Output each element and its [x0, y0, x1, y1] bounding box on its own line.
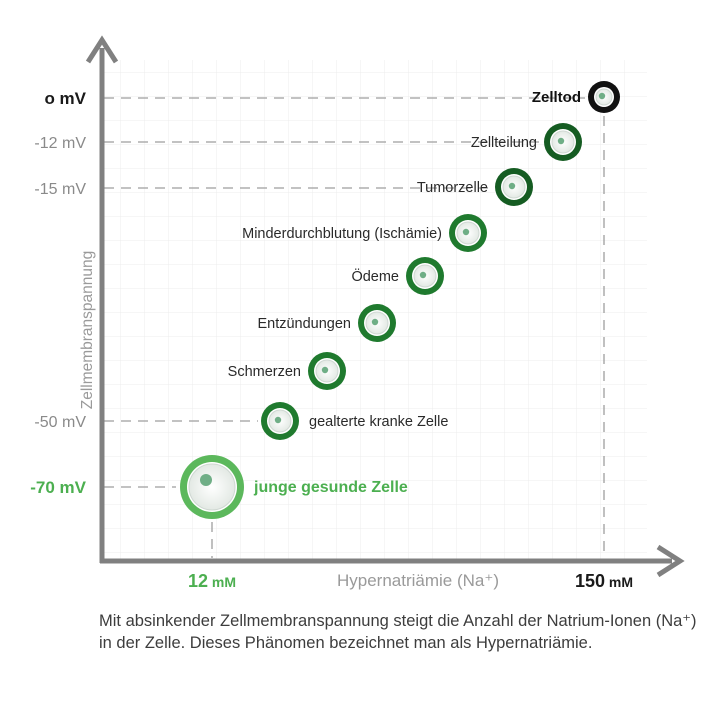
point-label: Zelltod [532, 89, 581, 106]
cell-point: Entzündungen [257, 304, 396, 342]
cell-point: Zelltod [532, 81, 620, 113]
x-axis-label: Hypernatriämie (Na⁺) [337, 571, 499, 590]
x-tick-label: 150 mM [575, 571, 633, 591]
point-label: Schmerzen [228, 364, 301, 380]
guide-lines [104, 97, 605, 558]
data-points: junge gesunde Zelle gealterte kranke Zell… [180, 81, 620, 519]
point-label: Ödeme [351, 267, 399, 285]
y-tick-label: -12 mV [34, 135, 86, 152]
point-label: junge gesunde Zelle [253, 479, 408, 496]
y-axis-label-wrap: Zellmembranspannung [79, 251, 96, 410]
point-label: Tumorzelle [417, 180, 488, 196]
y-axis-label: Zellmembranspannung [79, 251, 96, 410]
y-tick-labels: o mV -12 mV -15 mV -50 mV -70 mV [30, 89, 86, 497]
y-tick-label: o mV [44, 89, 86, 108]
cell-point: Schmerzen [228, 352, 346, 390]
caption: Mit absinkender Zellmembranspannung stei… [99, 612, 697, 652]
cell-point: Tumorzelle [417, 168, 533, 206]
y-axis-arrow [85, 35, 119, 64]
y-tick-label: -15 mV [34, 181, 86, 198]
point-label: Minderdurchblutung (Ischämie) [242, 226, 442, 242]
x-tick-labels: 12 mM 150 mM [188, 571, 633, 591]
cell-point: Minderdurchblutung (Ischämie) [242, 214, 487, 252]
chart: o mV -12 mV -15 mV -50 mV -70 mV 12 mM 150 mM… [30, 35, 685, 591]
cell-point: gealterte kranke Zelle [261, 402, 448, 440]
cell-point: Zellteilung [471, 123, 582, 161]
cell-point: junge gesunde Zelle [180, 455, 408, 519]
point-label: Zellteilung [471, 135, 537, 151]
x-tick-label: 12 mM [188, 571, 236, 591]
x-axis-arrow [656, 544, 685, 578]
cell-point: Ödeme [351, 257, 444, 295]
point-label: Entzündungen [257, 316, 351, 332]
y-tick-label: -50 mV [34, 414, 86, 431]
point-label: gealterte kranke Zelle [309, 414, 448, 430]
y-tick-label: -70 mV [30, 478, 86, 497]
